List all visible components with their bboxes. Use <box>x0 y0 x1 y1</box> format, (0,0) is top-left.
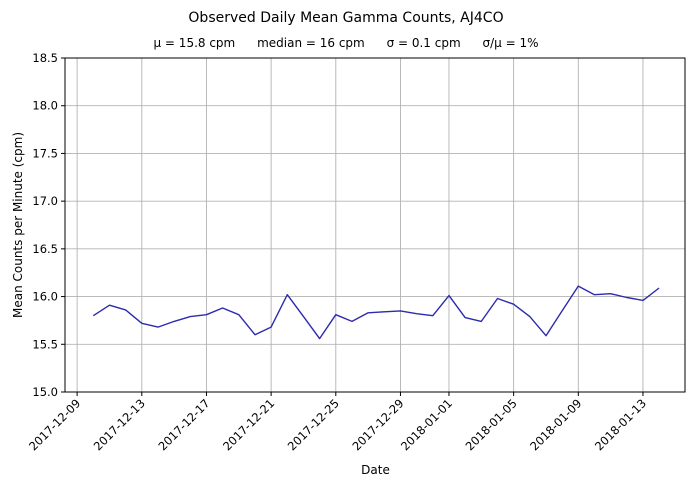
x-axis-label: Date <box>361 463 390 477</box>
x-tick-label: 2017-12-17 <box>155 396 212 453</box>
y-tick-label: 15.0 <box>32 385 58 399</box>
y-tick-label: 16.5 <box>32 242 58 256</box>
stats-line: μ = 15.8 cpm median = 16 cpm σ = 0.1 cpm… <box>0 36 692 51</box>
plot-border <box>64 57 686 393</box>
chart-title: Observed Daily Mean Gamma Counts, AJ4CO <box>188 10 504 26</box>
y-tick-label: 17.5 <box>32 146 58 160</box>
y-tick-label: 18.5 <box>32 51 58 65</box>
x-tick-label: 2017-12-21 <box>220 396 277 453</box>
y-tick-label: 17.0 <box>32 194 58 208</box>
x-tick-label: 2018-01-05 <box>463 396 520 453</box>
x-tick-label: 2017-12-13 <box>91 396 148 453</box>
x-tick-label: 2017-12-09 <box>26 396 83 453</box>
x-tick-label: 2018-01-01 <box>398 396 455 453</box>
stat-median: median = 16 cpm <box>257 36 365 50</box>
y-tick-label: 16.0 <box>32 290 58 304</box>
y-tick-label: 18.0 <box>32 99 58 113</box>
stat-mean: μ = 15.8 cpm <box>153 36 236 50</box>
x-tick-label: 2017-12-25 <box>285 396 342 453</box>
data-line <box>92 285 660 340</box>
x-tick-label: 2018-01-13 <box>592 396 649 453</box>
stat-sigma-over-mu: σ/μ = 1% <box>482 36 539 50</box>
y-tick-label: 15.5 <box>32 337 58 351</box>
x-tick-label: 2018-01-09 <box>527 396 584 453</box>
y-axis-label: Mean Counts per Minute (cpm) <box>11 131 25 319</box>
stat-sigma: σ = 0.1 cpm <box>386 36 461 50</box>
